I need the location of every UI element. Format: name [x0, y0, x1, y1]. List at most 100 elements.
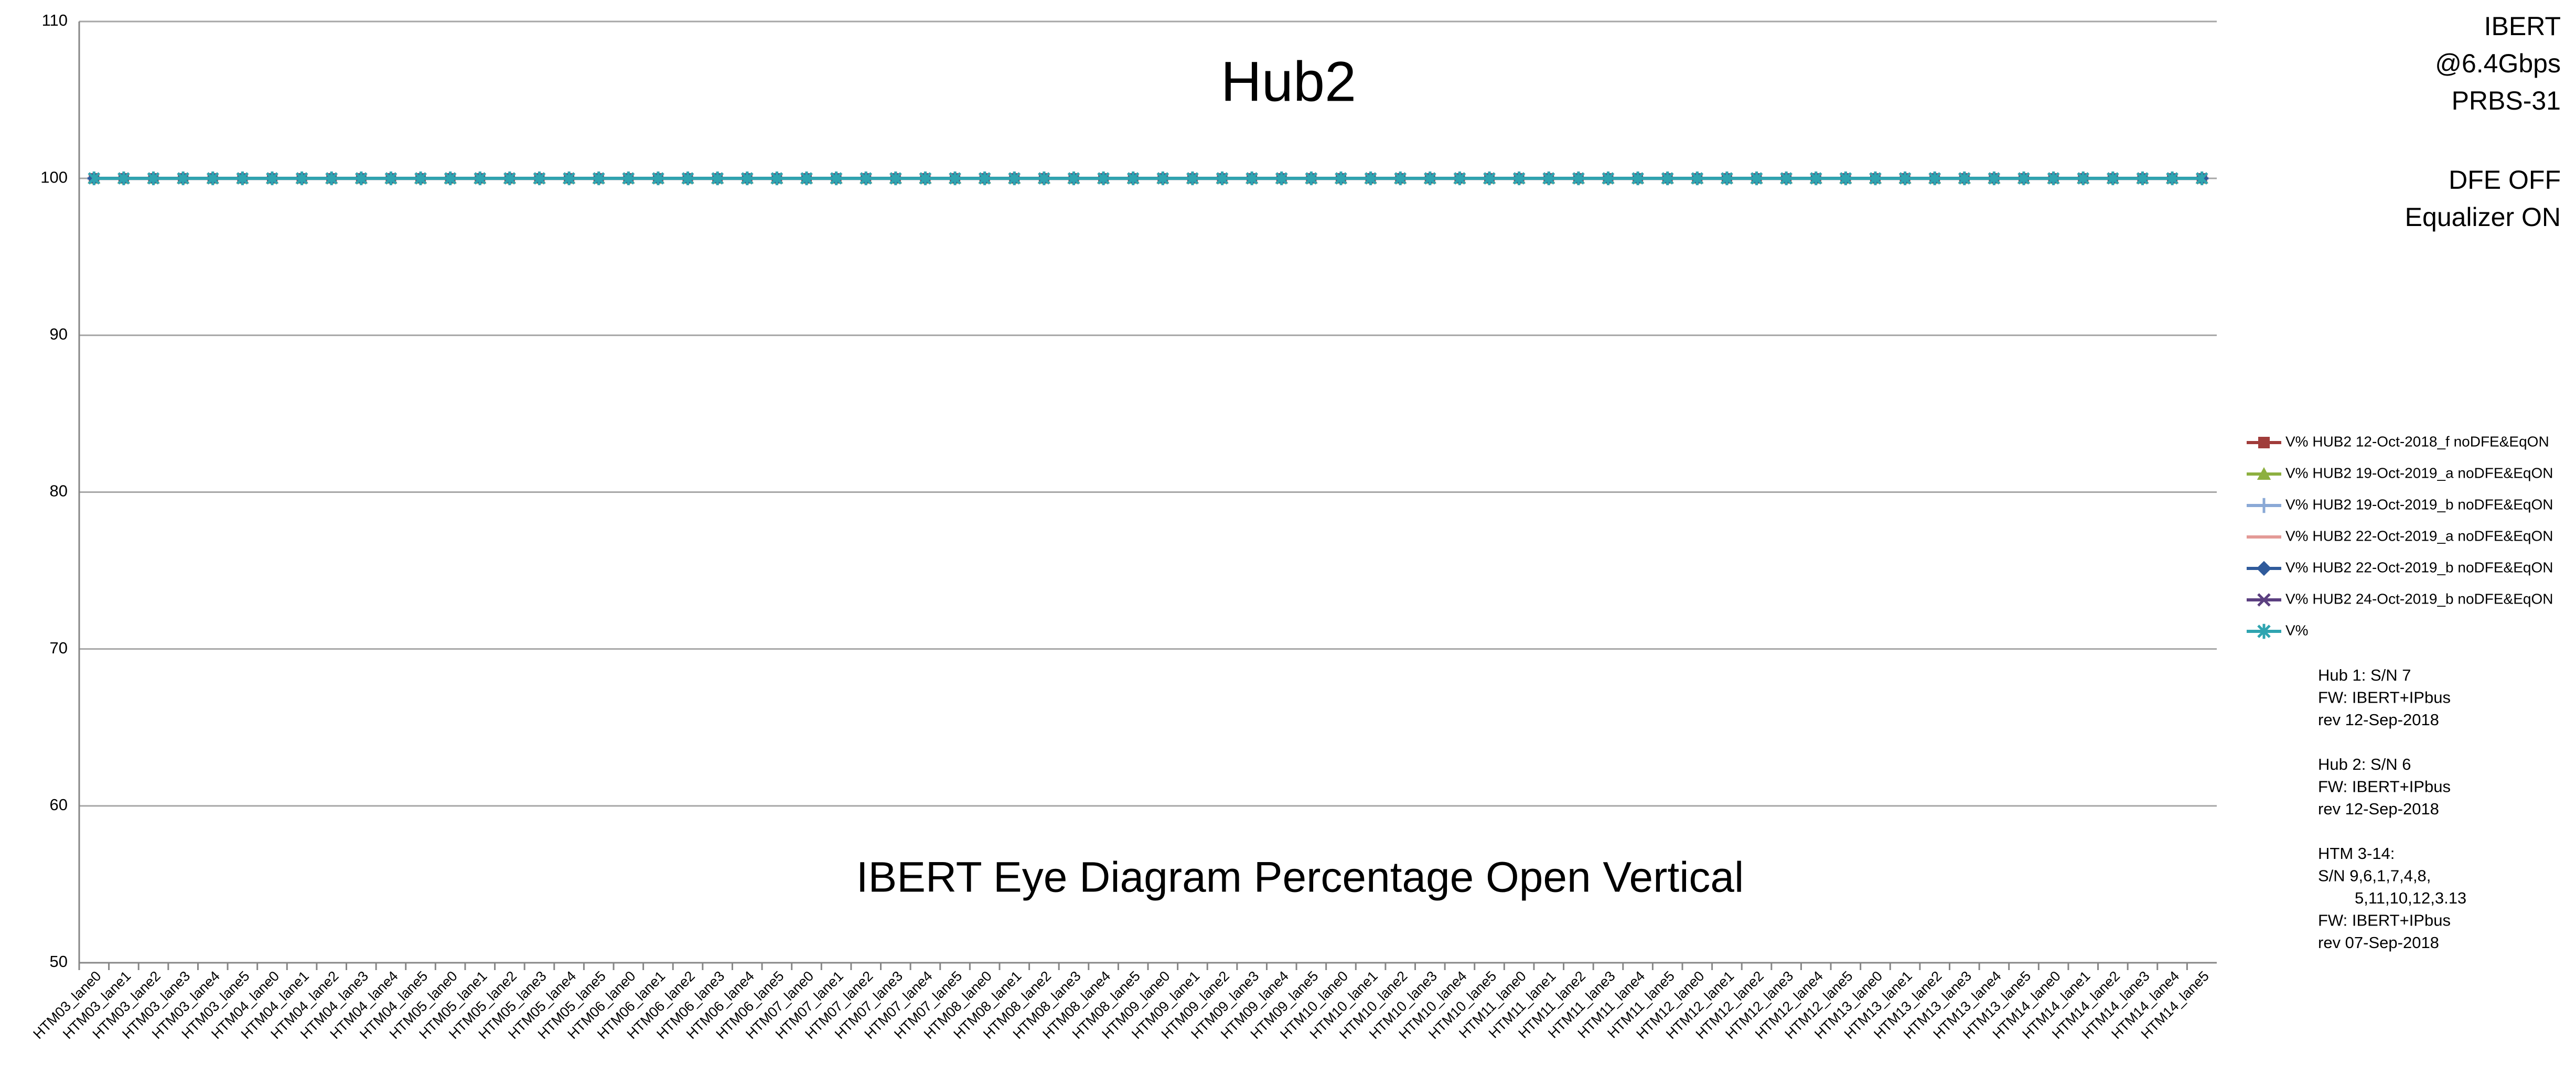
note-text: rev 07-Sep-2018: [2318, 933, 2439, 952]
marker: [889, 171, 902, 186]
marker: [177, 171, 189, 186]
marker: [1216, 171, 1229, 186]
marker: [2257, 467, 2271, 480]
marker: [444, 171, 457, 186]
marker: [266, 171, 278, 186]
info-text: Equalizer ON: [2405, 202, 2561, 232]
marker: [919, 171, 932, 186]
marker: [1780, 171, 1793, 186]
marker: [770, 171, 783, 186]
marker: [1632, 171, 1644, 186]
marker: [2077, 171, 2090, 186]
marker: [1156, 171, 1169, 186]
note-text: FW: IBERT+IPbus: [2318, 911, 2451, 930]
marker: [740, 171, 754, 186]
marker: [503, 171, 516, 186]
note-text: 5,11,10,12,3.13: [2355, 889, 2466, 907]
marker: [1869, 171, 1882, 186]
marker: [2107, 171, 2119, 186]
chart-subtitle: IBERT Eye Diagram Percentage Open Vertic…: [856, 854, 1744, 901]
marker: [949, 171, 961, 186]
marker: [1661, 171, 1674, 186]
marker: [325, 171, 338, 186]
marker: [1691, 171, 1704, 186]
marker: [1542, 171, 1555, 186]
marker: [563, 171, 575, 186]
note-text: rev 12-Sep-2018: [2318, 711, 2439, 729]
legend-label: V% HUB2 19-Oct-2019_b noDFE&EqON: [2285, 496, 2553, 512]
marker: [1512, 171, 1526, 186]
marker: [2017, 171, 2030, 186]
note-text: Hub 2: S/N 6: [2318, 755, 2411, 773]
marker: [1750, 171, 1763, 186]
info-text: IBERT: [2484, 12, 2561, 41]
marker: [1928, 171, 1941, 186]
legend-label: V% HUB2 12-Oct-2018_f noDFE&EqON: [2285, 433, 2549, 449]
marker: [2047, 171, 2060, 186]
marker: [2258, 437, 2270, 448]
marker: [1809, 171, 1822, 186]
marker: [117, 171, 130, 186]
marker: [2166, 171, 2178, 186]
marker: [1424, 171, 1436, 186]
note-text: FW: IBERT+IPbus: [2318, 689, 2451, 707]
marker: [1721, 171, 1733, 186]
marker: [2256, 561, 2272, 576]
marker: [1008, 171, 1021, 186]
marker: [1394, 171, 1407, 186]
marker: [295, 171, 308, 186]
marker: [1453, 171, 1466, 186]
marker: [384, 171, 398, 186]
marker: [1483, 171, 1496, 186]
marker: [2136, 171, 2149, 186]
note-text: S/N 9,6,1,7,4,8,: [2318, 867, 2431, 885]
note-text: FW: IBERT+IPbus: [2318, 778, 2451, 796]
y-tick-label: 110: [42, 11, 68, 29]
marker: [1186, 171, 1199, 186]
marker: [147, 171, 160, 186]
marker: [1958, 171, 1971, 186]
note-text: HTM 3-14:: [2318, 844, 2395, 863]
chart-title: Hub2: [1221, 50, 1356, 113]
marker: [1305, 171, 1318, 186]
marker: [355, 171, 368, 186]
marker: [1572, 171, 1585, 186]
marker: [860, 171, 872, 186]
marker: [1898, 171, 1912, 186]
marker: [236, 171, 249, 186]
legend-label: V%: [2285, 622, 2309, 638]
marker: [1067, 171, 1080, 186]
legend-label: V% HUB2 22-Oct-2019_b noDFE&EqON: [2285, 559, 2553, 575]
marker: [1097, 171, 1110, 186]
marker: [830, 171, 843, 186]
note-text: rev 12-Sep-2018: [2318, 800, 2439, 818]
legend-label: V% HUB2 19-Oct-2019_a noDFE&EqON: [2285, 465, 2553, 481]
marker: [2257, 623, 2271, 639]
marker: [1364, 171, 1377, 186]
marker: [681, 171, 694, 186]
marker: [1126, 171, 1140, 186]
info-text: @6.4Gbps: [2435, 49, 2561, 78]
marker: [1335, 171, 1347, 186]
marker: [2195, 171, 2208, 186]
note-text: Hub 1: S/N 7: [2318, 666, 2411, 684]
marker: [711, 171, 724, 186]
y-tick-label: 60: [50, 795, 68, 814]
legend-label: V% HUB2 24-Oct-2019_b noDFE&EqON: [2285, 590, 2553, 607]
legend-label: V% HUB2 22-Oct-2019_a noDFE&EqON: [2285, 528, 2553, 544]
marker: [800, 171, 813, 186]
marker: [1602, 171, 1615, 186]
marker: [1988, 171, 2001, 186]
marker: [206, 171, 219, 186]
marker: [414, 171, 427, 186]
y-tick-label: 90: [50, 325, 68, 343]
marker: [978, 171, 991, 186]
info-text: PRBS-31: [2452, 86, 2561, 115]
y-tick-label: 100: [40, 168, 68, 186]
marker: [622, 171, 635, 186]
marker: [1246, 171, 1258, 186]
marker: [1038, 171, 1050, 186]
info-text: DFE OFF: [2449, 165, 2561, 195]
